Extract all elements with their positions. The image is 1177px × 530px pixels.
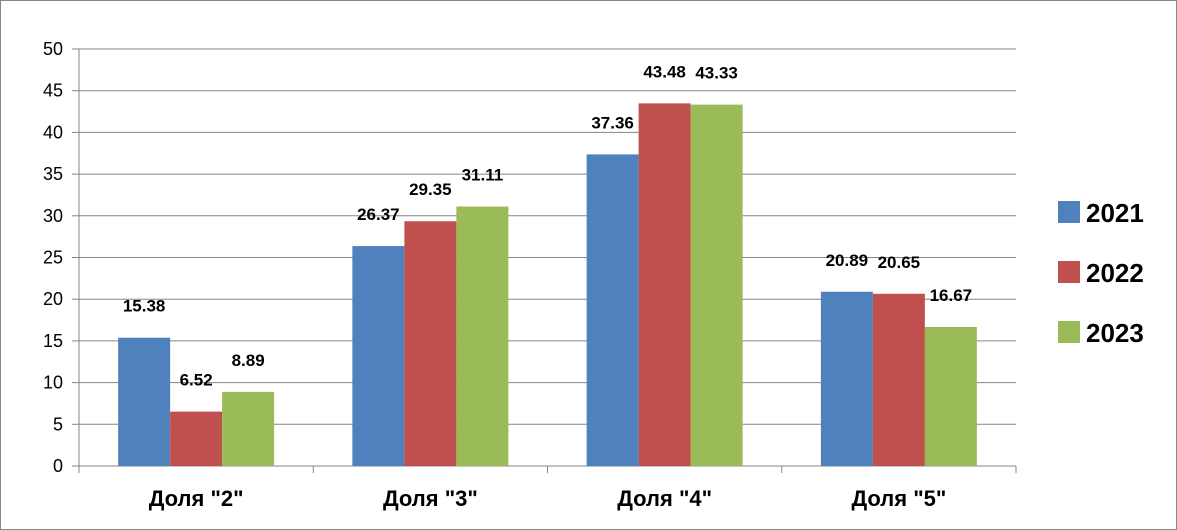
y-tick-label: 50 — [43, 39, 63, 59]
data-label: 8.89 — [232, 351, 265, 370]
x-category-label: Доля "4" — [617, 486, 712, 511]
bar-2021 — [586, 154, 639, 466]
y-tick-label: 20 — [43, 289, 63, 309]
legend-label: 2022 — [1086, 258, 1144, 288]
y-tick-label: 25 — [43, 248, 63, 268]
data-label: 26.37 — [357, 205, 400, 224]
y-tick-label: 40 — [43, 122, 63, 142]
legend-swatch-2021 — [1058, 201, 1080, 223]
data-label: 6.52 — [180, 371, 213, 390]
data-label: 20.65 — [878, 253, 921, 272]
y-tick-label: 10 — [43, 373, 63, 393]
x-category-label: Доля "2" — [149, 486, 244, 511]
legend-label: 2023 — [1086, 318, 1144, 348]
legend-swatch-2022 — [1058, 261, 1080, 283]
data-label: 29.35 — [409, 180, 452, 199]
y-tick-label: 30 — [43, 206, 63, 226]
bar-2023 — [222, 391, 275, 466]
data-label: 20.89 — [826, 251, 869, 270]
data-label: 37.36 — [591, 113, 634, 132]
x-category-label: Доля "3" — [383, 486, 478, 511]
data-label: 15.38 — [123, 297, 166, 316]
y-tick-label: 35 — [43, 164, 63, 184]
bar-2023 — [924, 326, 977, 466]
bar-2021 — [352, 246, 405, 466]
legend-label: 2021 — [1086, 198, 1144, 228]
y-tick-label: 45 — [43, 81, 63, 101]
bar-2022 — [872, 293, 925, 466]
data-label: 31.11 — [462, 166, 504, 185]
y-tick-label: 0 — [53, 456, 63, 476]
bar-2021 — [820, 291, 873, 466]
bar-2022 — [170, 411, 223, 466]
y-tick-label: 5 — [53, 414, 63, 434]
data-label: 43.48 — [643, 62, 686, 81]
bar-2023 — [690, 104, 743, 466]
y-tick-label: 15 — [43, 331, 63, 351]
data-label: 43.33 — [695, 64, 738, 83]
legend-swatch-2023 — [1058, 321, 1080, 343]
data-label: 16.67 — [930, 286, 973, 305]
bar-2022 — [404, 221, 457, 466]
bar-2023 — [456, 206, 509, 466]
x-category-label: Доля "5" — [851, 486, 946, 511]
bar-2022 — [638, 103, 691, 466]
bar-2021 — [118, 337, 171, 466]
